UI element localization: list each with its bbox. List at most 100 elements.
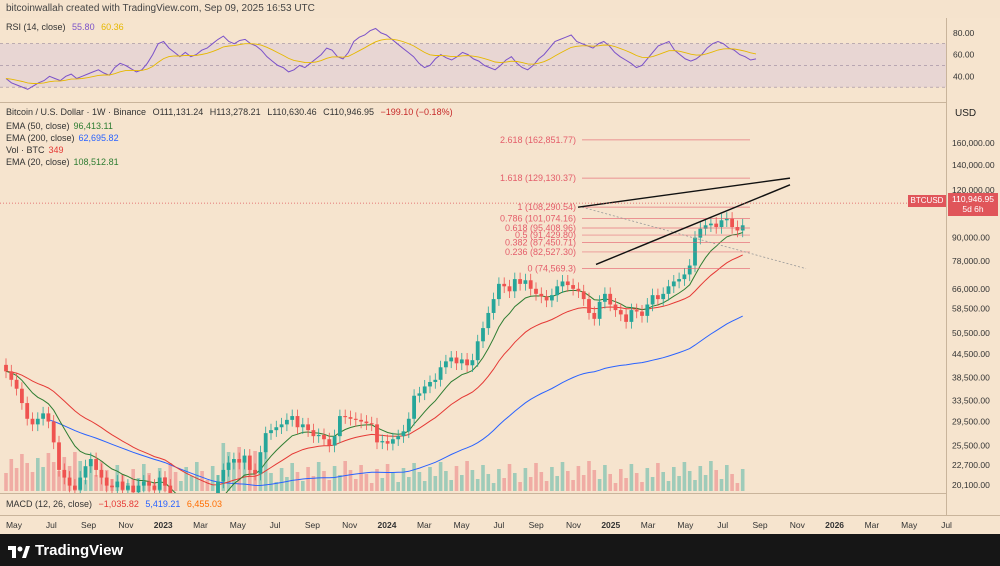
time-axis-label: Mar bbox=[193, 520, 208, 530]
ohlc-high: H113,278.21 bbox=[209, 107, 261, 117]
price-axis[interactable]: 80.00 60.00 40.00 160,000.00 140,000.00 120,0… bbox=[946, 18, 1000, 515]
volume-bar bbox=[354, 479, 358, 491]
candle-body bbox=[126, 485, 130, 490]
candle-body bbox=[300, 424, 305, 428]
dotted-trendline bbox=[581, 206, 807, 270]
candle-body bbox=[645, 304, 650, 316]
volume-bar bbox=[422, 481, 427, 491]
fib-level-label: 0.236 (82,527.30) bbox=[505, 247, 576, 257]
volume-bar bbox=[725, 465, 729, 491]
fib-level-label: 0.382 (87,450.71) bbox=[505, 237, 576, 247]
price-axis-label: 22,700.00 bbox=[952, 460, 990, 470]
price-axis-label: 120,000.00 bbox=[952, 185, 995, 195]
candle-body bbox=[253, 469, 257, 474]
macd-pane[interactable]: MACD (12, 26, close) −1,035.82 5,419.21 … bbox=[0, 493, 946, 516]
volume-bar bbox=[396, 482, 400, 491]
candle-body bbox=[406, 418, 411, 432]
candle-body bbox=[693, 237, 697, 266]
candle-body bbox=[634, 310, 639, 312]
candle-body bbox=[412, 395, 416, 419]
candle-body bbox=[544, 296, 549, 301]
rsi-line bbox=[5, 27, 757, 90]
candle-body bbox=[285, 419, 289, 425]
candle-body bbox=[491, 299, 496, 313]
currency-label[interactable]: USD bbox=[955, 108, 977, 119]
volume-bar bbox=[274, 482, 279, 491]
volume-bar bbox=[640, 482, 644, 491]
volume-bar bbox=[666, 481, 671, 491]
candle-body bbox=[671, 281, 676, 287]
candle-body bbox=[131, 485, 136, 493]
candle-body bbox=[539, 293, 544, 297]
candle-body bbox=[348, 417, 353, 419]
volume-bar bbox=[248, 465, 252, 491]
macd-signal-value: 6,455.03 bbox=[186, 499, 222, 509]
time-axis-label: 2025 bbox=[601, 520, 620, 530]
candle-body bbox=[534, 288, 538, 294]
fib-level-label: 2.618 (162,851.77) bbox=[500, 135, 576, 145]
volume-bar bbox=[168, 463, 173, 491]
volume-bar bbox=[539, 472, 544, 491]
candle-body bbox=[88, 459, 93, 467]
candle-body bbox=[470, 360, 475, 366]
candle-body bbox=[428, 381, 432, 387]
ema200-label: EMA (200, close) bbox=[6, 133, 75, 143]
volume-bar bbox=[4, 473, 8, 491]
volume-bar bbox=[507, 464, 512, 491]
candle-body bbox=[444, 361, 448, 368]
volume-bar bbox=[481, 465, 485, 491]
candle-body bbox=[587, 299, 591, 313]
candle-body bbox=[528, 280, 533, 289]
fib-level-label: 1 (108,290.54) bbox=[517, 202, 576, 212]
ohlc-open: O111,131.24 bbox=[152, 107, 204, 117]
candle-body bbox=[417, 393, 422, 396]
fib-level-label: 0 (74,569.3) bbox=[527, 264, 576, 274]
fib-level-label: 0.618 (95,408.96) bbox=[505, 223, 576, 233]
candle-body bbox=[46, 413, 51, 422]
macd-label: MACD (12, 26, close) bbox=[6, 499, 93, 509]
footer-bar: TradingView bbox=[0, 534, 1000, 566]
volume-bar bbox=[682, 462, 687, 491]
volume-bar bbox=[438, 462, 443, 491]
volume-bar bbox=[380, 478, 385, 491]
candle-body bbox=[666, 286, 671, 294]
price-pane[interactable]: 2.618 (162,851.77) 1.618 (129,130.37) 1 (1… bbox=[0, 103, 946, 527]
candle-body bbox=[232, 459, 236, 463]
candle-body bbox=[152, 485, 157, 490]
time-axis-label: May bbox=[677, 520, 694, 530]
volume-bar bbox=[83, 480, 88, 491]
candle-body bbox=[719, 220, 724, 228]
rsi-pane[interactable]: RSI (14, close) 55.80 60.36 bbox=[0, 18, 946, 103]
candle-body bbox=[709, 223, 713, 226]
candle-body bbox=[512, 279, 517, 292]
brand-name: TradingView bbox=[35, 542, 124, 559]
volume-bar bbox=[560, 462, 565, 491]
candle-body bbox=[401, 431, 406, 437]
candle-body bbox=[613, 304, 618, 311]
ema20-label: EMA (20, close) bbox=[6, 157, 70, 167]
volume-bar bbox=[36, 458, 40, 491]
symbol-name: Bitcoin / U.S. Dollar · 1W · Binance bbox=[6, 107, 147, 117]
time-axis-label: Mar bbox=[865, 520, 880, 530]
time-axis-label: Jul bbox=[493, 520, 504, 530]
candle-body bbox=[157, 477, 162, 490]
price-axis-label: 140,000.00 bbox=[952, 160, 995, 170]
volume-bar bbox=[301, 481, 305, 491]
ohlc-close: C110,946.95 bbox=[323, 107, 374, 117]
time-axis[interactable]: May Jul Sep Nov 2023 Mar May Jul Sep Nov 2024 Mar Ma… bbox=[0, 515, 1000, 534]
tradingview-logo[interactable]: TradingView bbox=[8, 542, 123, 559]
ema20-value: 108,512.81 bbox=[73, 157, 119, 167]
ema50-line bbox=[5, 254, 743, 486]
volume-bar bbox=[661, 472, 665, 491]
indicator-ema50: EMA (50, close) 96,413.11 bbox=[6, 121, 113, 131]
candle-body bbox=[242, 455, 247, 463]
candle-body bbox=[560, 281, 565, 287]
volume-bar bbox=[311, 476, 316, 491]
volume-bar bbox=[613, 483, 618, 491]
candle-body bbox=[507, 286, 512, 292]
candle-body bbox=[359, 419, 363, 422]
volume-bar bbox=[327, 480, 332, 491]
candle-body bbox=[608, 293, 613, 305]
wedge-upper-line bbox=[577, 177, 791, 208]
candle-body bbox=[650, 295, 655, 305]
